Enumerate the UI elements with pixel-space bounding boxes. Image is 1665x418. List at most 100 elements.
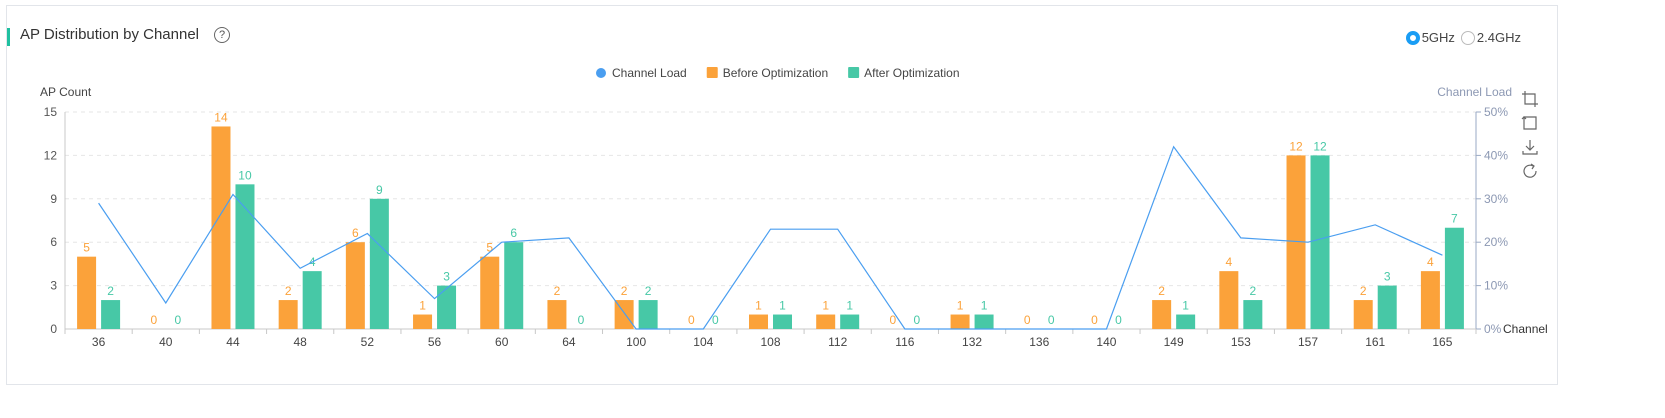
bar-before bbox=[345, 242, 365, 329]
y2-tick-label: 20% bbox=[1484, 235, 1508, 249]
bar-before bbox=[413, 314, 433, 329]
bar-after bbox=[773, 314, 792, 329]
x-tick-label: 104 bbox=[693, 335, 713, 349]
y2-axis-title: Channel Load bbox=[1437, 85, 1512, 99]
band-option-label: 5GHz bbox=[1421, 30, 1455, 45]
bar-before bbox=[614, 300, 634, 329]
download-icon[interactable] bbox=[1521, 138, 1539, 156]
data-label-after: 7 bbox=[1451, 212, 1458, 226]
band-option-label: 2.4GHz bbox=[1476, 30, 1521, 45]
zoom-icon[interactable] bbox=[1521, 90, 1539, 108]
x-tick-label: 60 bbox=[495, 335, 509, 349]
x-tick-label: 44 bbox=[226, 335, 240, 349]
band-option-2-4ghz[interactable]: 2.4GHz bbox=[1460, 30, 1521, 45]
data-label-before: 5 bbox=[83, 241, 90, 255]
data-label-before: 0 bbox=[150, 313, 157, 327]
bar-after bbox=[638, 300, 658, 329]
data-label-before: 4 bbox=[1427, 255, 1434, 269]
bar-after bbox=[974, 314, 994, 329]
legend-label: After Optimization bbox=[864, 66, 959, 80]
y-tick-label: 15 bbox=[44, 105, 58, 119]
x-tick-label: 140 bbox=[1096, 335, 1116, 349]
data-label-after: 1 bbox=[981, 299, 988, 313]
bar-before bbox=[547, 300, 567, 329]
data-label-before: 2 bbox=[1360, 284, 1367, 298]
data-label-before: 0 bbox=[688, 313, 695, 327]
y2-tick-label: 0% bbox=[1484, 322, 1502, 336]
data-label-before: 2 bbox=[554, 284, 561, 298]
x-tick-label: 153 bbox=[1231, 335, 1251, 349]
bar-before bbox=[1286, 155, 1306, 329]
zoom-reset-icon[interactable] bbox=[1521, 114, 1539, 132]
band-option-5ghz[interactable]: 5GHz bbox=[1405, 30, 1455, 45]
bar-after bbox=[369, 198, 389, 329]
y-tick-label: 9 bbox=[50, 192, 57, 206]
title-accent-bar bbox=[7, 28, 10, 46]
data-label-before: 1 bbox=[822, 299, 829, 313]
x-tick-label: 108 bbox=[760, 335, 780, 349]
y-tick-label: 12 bbox=[44, 148, 58, 162]
bar-before bbox=[1353, 300, 1373, 329]
channel-load-line bbox=[98, 145, 1443, 330]
data-label-before: 4 bbox=[1225, 255, 1232, 269]
x-tick-label: 40 bbox=[159, 335, 173, 349]
data-label-after: 3 bbox=[443, 270, 450, 284]
data-label-after: 12 bbox=[1313, 139, 1327, 153]
data-label-after: 10 bbox=[238, 168, 252, 182]
bar-after bbox=[504, 242, 524, 329]
bar-before bbox=[816, 314, 836, 329]
data-label-after: 2 bbox=[1249, 284, 1256, 298]
x-tick-label: 36 bbox=[92, 335, 106, 349]
data-label-before: 12 bbox=[1289, 139, 1303, 153]
bar-before bbox=[1152, 300, 1172, 329]
bar-before bbox=[77, 256, 97, 329]
y2-tick-label: 10% bbox=[1484, 279, 1508, 293]
bar-before bbox=[1219, 271, 1239, 329]
y-tick-label: 3 bbox=[50, 279, 57, 293]
legend-marker-before bbox=[706, 67, 718, 78]
x-tick-label: 56 bbox=[428, 335, 442, 349]
x-tick-label: 64 bbox=[562, 335, 576, 349]
y-tick-label: 6 bbox=[50, 235, 57, 249]
bar-after bbox=[1444, 227, 1464, 329]
band-selector: 5GHz 2.4GHz bbox=[1400, 30, 1521, 45]
data-label-before: 0 bbox=[1024, 313, 1031, 327]
x-tick-label: 149 bbox=[1164, 335, 1184, 349]
legend-marker-channel-load bbox=[596, 68, 606, 78]
data-label-after: 2 bbox=[107, 284, 114, 298]
data-label-before: 2 bbox=[621, 284, 628, 298]
x-tick-label: 161 bbox=[1365, 335, 1385, 349]
y2-tick-label: 50% bbox=[1484, 105, 1508, 119]
data-label-before: 14 bbox=[214, 110, 228, 124]
data-label-after: 0 bbox=[1048, 313, 1055, 327]
bar-before bbox=[211, 126, 231, 329]
bar-after bbox=[1377, 285, 1397, 329]
radio-checked-icon bbox=[1405, 30, 1420, 45]
bar-before bbox=[950, 314, 970, 329]
data-label-before: 0 bbox=[1091, 313, 1098, 327]
legend-label: Channel Load bbox=[612, 66, 687, 80]
data-label-after: 0 bbox=[1115, 313, 1122, 327]
bar-after bbox=[840, 314, 860, 329]
help-icon[interactable]: ? bbox=[214, 27, 230, 43]
y2-tick-label: 40% bbox=[1484, 148, 1508, 162]
data-label-after: 9 bbox=[376, 183, 383, 197]
data-label-before: 6 bbox=[352, 226, 359, 240]
legend-marker-after bbox=[848, 67, 860, 78]
data-label-after: 2 bbox=[645, 284, 652, 298]
data-label-before: 2 bbox=[1158, 284, 1165, 298]
data-label-after: 3 bbox=[1384, 270, 1391, 284]
data-label-before: 1 bbox=[957, 299, 964, 313]
refresh-icon[interactable] bbox=[1521, 162, 1539, 180]
data-label-before: 1 bbox=[755, 299, 762, 313]
data-label-after: 0 bbox=[578, 313, 585, 327]
data-label-after: 0 bbox=[174, 313, 181, 327]
chart-title: AP Distribution by Channel bbox=[20, 26, 199, 43]
data-label-before: 1 bbox=[419, 299, 426, 313]
bar-after bbox=[101, 300, 121, 329]
bar-before bbox=[480, 256, 500, 329]
bar-after bbox=[235, 184, 255, 329]
legend-label: Before Optimization bbox=[723, 66, 828, 80]
bar-after bbox=[1176, 314, 1196, 329]
bar-after bbox=[302, 271, 322, 329]
